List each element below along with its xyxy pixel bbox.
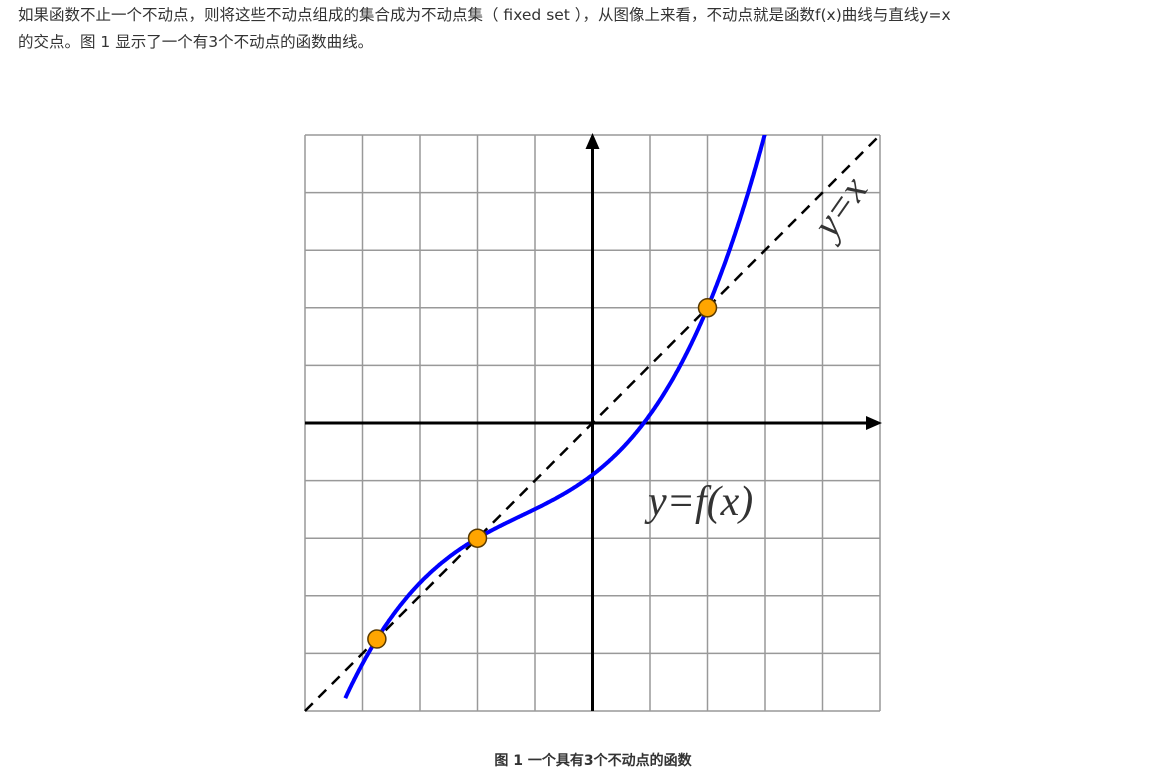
axes	[305, 133, 882, 711]
curve-f-of-x	[343, 135, 767, 700]
label-y-equals-fx: y=f(x)	[644, 479, 753, 525]
paragraph-line-1: 如果函数不止一个不动点，则将这些不动点组成的集合成为不动点集（ fixed se…	[18, 6, 951, 24]
label-y-equals-x: y=x	[801, 168, 876, 248]
fixed-point-marker	[697, 298, 718, 318]
y-axis-arrow-icon	[585, 133, 600, 149]
fixed-point-marker	[467, 528, 488, 548]
fixed-point-marker	[367, 629, 387, 649]
x-axis-arrow-icon	[866, 416, 882, 430]
body-paragraph: 如果函数不止一个不动点，则将这些不动点组成的集合成为不动点集（ fixed se…	[18, 2, 1168, 56]
line-y-equals-x	[304, 134, 881, 712]
figure-caption: 图 1 一个具有3个不动点的函数	[494, 753, 692, 769]
plot-area	[304, 134, 881, 712]
paragraph-line-2: 的交点。图 1 显示了一个有3个不动点的函数曲线。	[18, 33, 374, 51]
